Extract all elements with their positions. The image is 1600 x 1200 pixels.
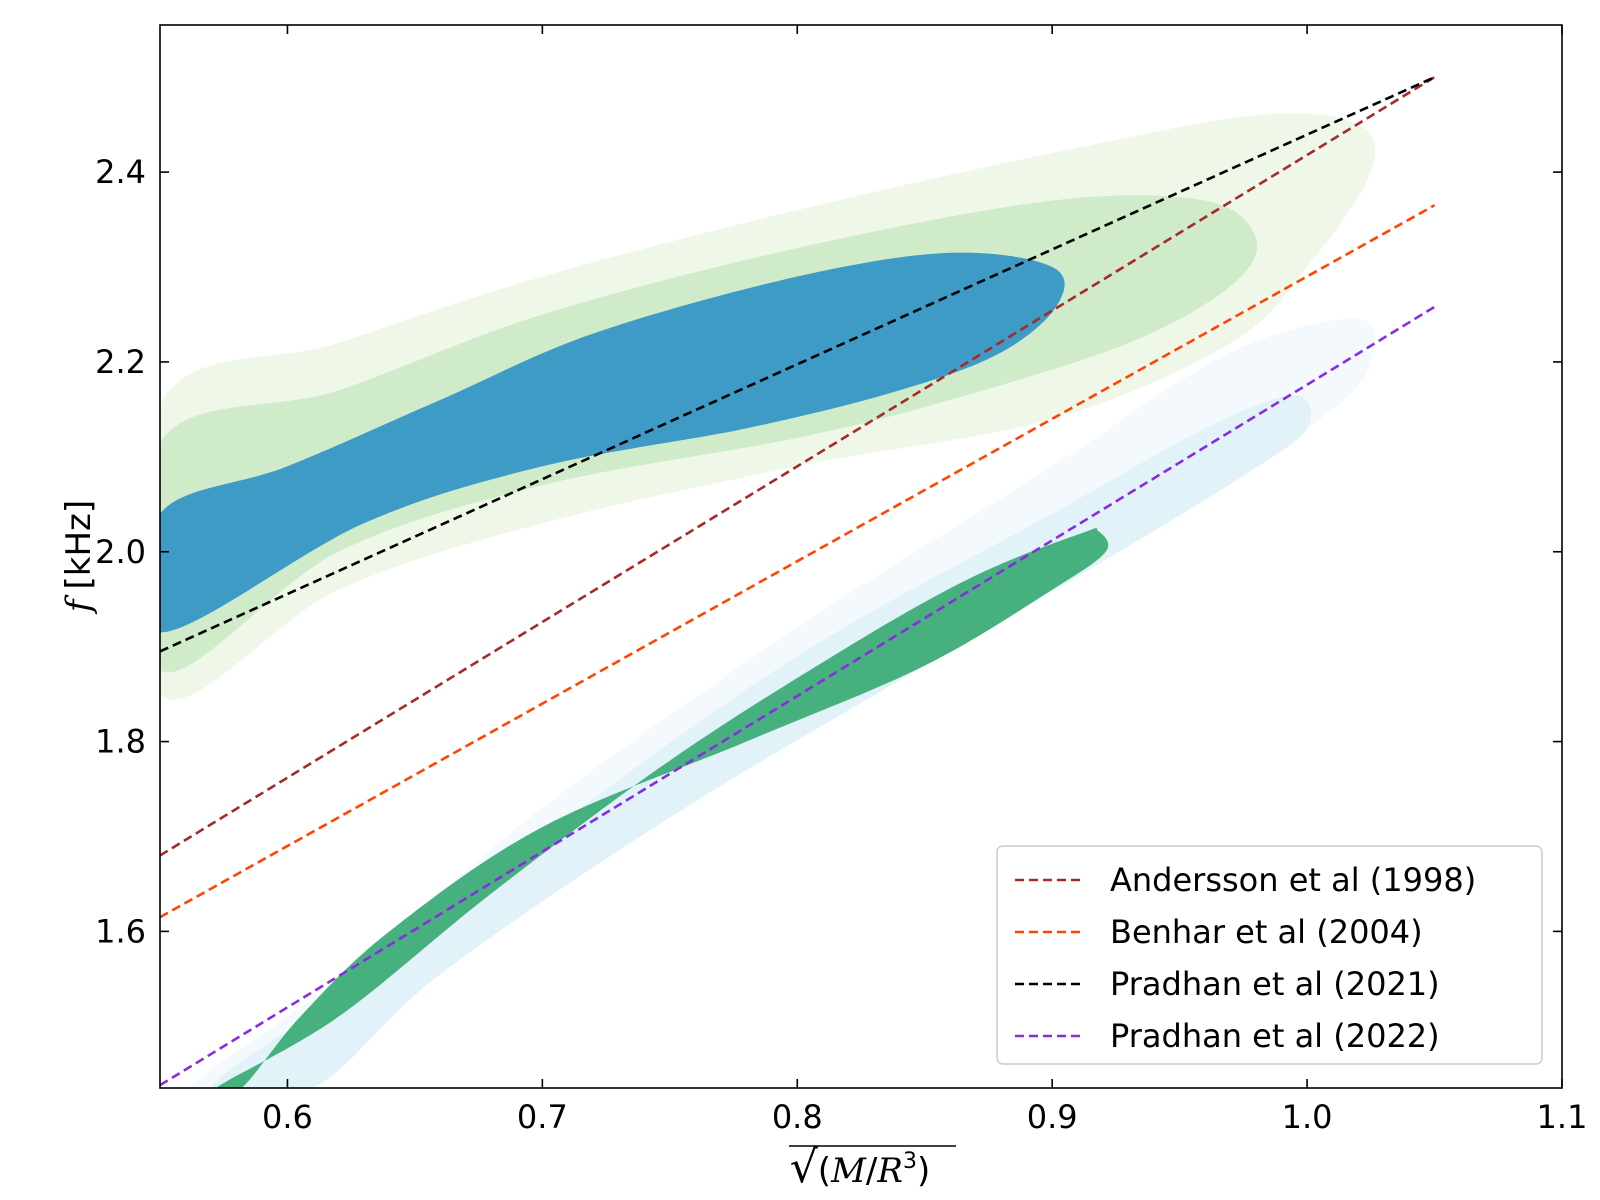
x-label-open: (	[818, 1151, 831, 1191]
x-tick-label: 0.8	[772, 1098, 823, 1136]
legend-label: Benhar et al (2004)	[1110, 913, 1423, 951]
x-label-close: )	[917, 1151, 930, 1191]
x-tick-label: 1.0	[1282, 1098, 1333, 1136]
x-label-r: R	[876, 1151, 903, 1191]
legend-label: Pradhan et al (2021)	[1110, 965, 1440, 1003]
series-line-4	[160, 305, 1436, 1087]
legend-label: Pradhan et al (2022)	[1110, 1017, 1440, 1055]
x-tick-label: 0.7	[517, 1098, 568, 1136]
y-tick-label: 1.6	[95, 912, 146, 950]
y-tick-label: 2.4	[95, 153, 146, 191]
legend: Andersson et al (1998) Benhar et al (2004…	[996, 845, 1543, 1065]
y-tick-label: 2.2	[95, 343, 146, 381]
y-axis: 1.6 1.8 2.0 2.2 2.4	[95, 153, 1562, 950]
plot-frame	[159, 24, 1563, 1089]
x-label-radical: √	[790, 1142, 819, 1193]
y-axis-label: f [kHz]	[59, 500, 99, 615]
x-tick-label: 0.9	[1027, 1098, 1078, 1136]
y-tick-label: 1.8	[95, 723, 146, 761]
y-tick-label: 2.0	[95, 533, 146, 571]
contour-upper-inner	[160, 252, 1065, 633]
y-label-symbol: f	[59, 594, 99, 615]
x-tick-label: 1.1	[1537, 1098, 1588, 1136]
x-axis: 0.6 0.7 0.8 0.9 1.0 1.1	[262, 25, 1587, 1136]
series-layer	[160, 76, 1436, 1087]
contour-lower-inner	[216, 527, 1109, 1088]
x-axis-label: √(M/R3)	[790, 1142, 930, 1193]
x-tick-label: 0.6	[262, 1098, 313, 1136]
x-label-exp: 3	[903, 1149, 917, 1174]
series-line-1	[160, 76, 1436, 857]
series-line-3	[160, 76, 1436, 653]
series-line-2	[160, 204, 1436, 919]
y-label-unit: [kHz]	[59, 500, 99, 590]
x-label-m: M	[830, 1151, 867, 1191]
legend-box	[996, 845, 1543, 1065]
x-label-slash: /	[866, 1151, 878, 1191]
legend-label: Andersson et al (1998)	[1110, 861, 1476, 899]
